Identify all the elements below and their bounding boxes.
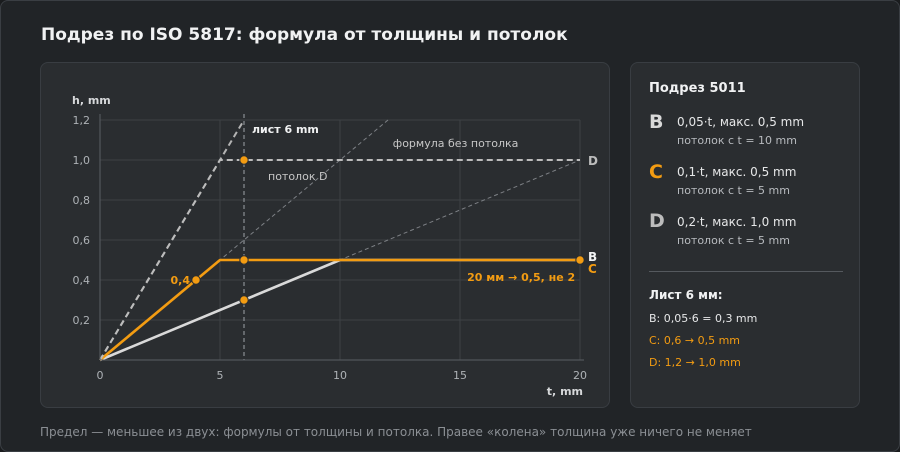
- legend-panel: Подрез 5011 B 0,05·t, макс. 0,5 mm потол…: [630, 62, 860, 408]
- x-axis-label: t, mm: [547, 385, 583, 398]
- sheet-6mm-label: лист 6 mm: [252, 123, 319, 136]
- x-tick-label: 15: [453, 369, 467, 382]
- legend-title: Подрез 5011: [649, 81, 746, 96]
- c-at-4-label: 0,4: [171, 274, 191, 287]
- class-d-letter: D: [649, 210, 665, 232]
- class-c-formula: 0,1·t, макс. 0,5 mm: [677, 165, 797, 179]
- class-b-letter: B: [649, 111, 664, 133]
- class-b-formula: 0,05·t, макс. 0,5 mm: [677, 115, 805, 129]
- x-tick-label: 10: [333, 369, 347, 382]
- no-ceiling-label: формула без потолка: [393, 137, 519, 150]
- end-label-d: D: [588, 154, 598, 168]
- class-b-ceiling: потолок с t = 10 mm: [677, 134, 797, 147]
- point-d: [239, 155, 249, 165]
- c-at-20-label: 20 мм → 0,5, не 2: [467, 271, 575, 284]
- end-label-c: C: [588, 262, 597, 276]
- y-tick-label: 0,2: [73, 314, 91, 327]
- ceiling-d-label: потолок D: [268, 170, 327, 183]
- y-tick-label: 0,6: [73, 234, 91, 247]
- series-c: [99, 258, 580, 361]
- grid: [100, 119, 581, 360]
- class-c-letter: C: [649, 161, 663, 183]
- series-lines: [99, 159, 580, 362]
- page-title: Подрез по ISO 5817: формула от толщины и…: [41, 25, 568, 45]
- example-d: D: 1,2 → 1,0 mm: [649, 356, 741, 369]
- x-tick-label: 0: [97, 369, 104, 382]
- example-c: C: 0,6 → 0,5 mm: [649, 334, 741, 347]
- x-tick-label: 20: [573, 369, 587, 382]
- class-d-ceiling: потолок с t = 5 mm: [677, 234, 790, 247]
- marked-points: [191, 155, 585, 305]
- chart: 0,2 0,4 0,6 0,8 1,0 1,2 0 5 10 15 20 h, mm t, mm лис…: [72, 94, 598, 398]
- y-tick-label: 1,0: [73, 154, 91, 167]
- example-title: Лист 6 мм:: [649, 288, 723, 302]
- class-d-formula: 0,2·t, макс. 1,0 mm: [677, 215, 797, 229]
- class-c-ceiling: потолок с t = 5 mm: [677, 184, 790, 197]
- point-b: [239, 295, 249, 305]
- y-tick-label: 0,8: [73, 194, 91, 207]
- point-c: [239, 255, 249, 265]
- y-tick-label: 1,2: [73, 114, 91, 127]
- series-d: [99, 159, 580, 361]
- axes: 0,2 0,4 0,6 0,8 1,0 1,2 0 5 10 15 20: [73, 114, 587, 382]
- y-tick-label: 0,4: [73, 274, 91, 287]
- legend-divider: [649, 271, 843, 272]
- example-b: B: 0,05·6 = 0,3 mm: [649, 312, 758, 325]
- point-c: [575, 255, 585, 265]
- labels: h, mm t, mm лист 6 mm формула без потолка по…: [72, 94, 598, 398]
- end-label-b: B: [588, 250, 597, 264]
- footnote: Предел — меньшее из двух: формулы от тол…: [40, 425, 752, 439]
- y-axis-label: h, mm: [72, 94, 111, 107]
- point-c: [191, 275, 201, 285]
- x-tick-label: 5: [217, 369, 224, 382]
